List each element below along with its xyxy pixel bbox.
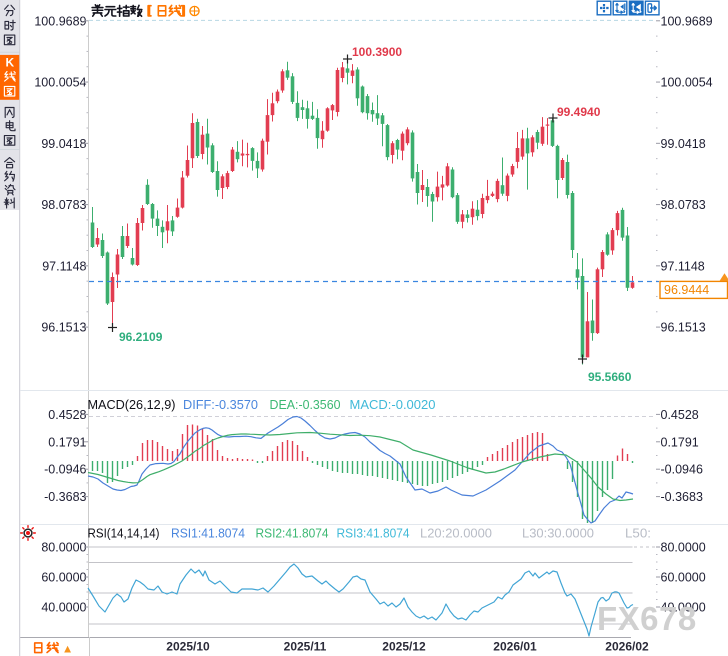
- svg-text:L30:30.0000: L30:30.0000: [522, 527, 594, 541]
- svg-text:100.3900: 100.3900: [352, 45, 402, 59]
- svg-text:60.0000: 60.0000: [661, 571, 706, 585]
- svg-text:96.9444: 96.9444: [664, 283, 709, 297]
- svg-text:0.1791: 0.1791: [48, 435, 86, 449]
- svg-text:98.0783: 98.0783: [41, 198, 86, 212]
- svg-text:MACD(26,12,9): MACD(26,12,9): [88, 398, 176, 412]
- svg-text:99.0418: 99.0418: [661, 137, 706, 151]
- svg-text:RSI3:41.8074: RSI3:41.8074: [337, 527, 410, 541]
- svg-text:2025/10: 2025/10: [166, 640, 210, 654]
- svg-text:-0.0946: -0.0946: [44, 463, 86, 477]
- svg-text:L20:20.0000: L20:20.0000: [420, 527, 492, 541]
- svg-text:96.1513: 96.1513: [41, 321, 86, 335]
- svg-text:96.2109: 96.2109: [119, 330, 163, 344]
- svg-text:-0.0946: -0.0946: [661, 463, 703, 477]
- svg-text:2026/02: 2026/02: [605, 640, 649, 654]
- svg-text:98.0783: 98.0783: [661, 198, 706, 212]
- svg-text:60.0000: 60.0000: [41, 571, 86, 585]
- svg-text:0.4528: 0.4528: [48, 408, 86, 422]
- svg-text:RSI2:41.8074: RSI2:41.8074: [256, 527, 329, 541]
- svg-text:80.0000: 80.0000: [41, 541, 86, 555]
- svg-text:95.5660: 95.5660: [588, 370, 632, 384]
- svg-text:100.9689: 100.9689: [661, 14, 713, 28]
- svg-text:RSI(14,14,14): RSI(14,14,14): [88, 527, 160, 541]
- svg-text:80.0000: 80.0000: [661, 541, 706, 555]
- svg-text:RSI1:41.8074: RSI1:41.8074: [171, 527, 245, 541]
- svg-text:100.0054: 100.0054: [661, 76, 713, 90]
- svg-text:100.9689: 100.9689: [34, 14, 86, 28]
- svg-text:0.1791: 0.1791: [661, 435, 699, 449]
- svg-text:40.0000: 40.0000: [41, 601, 86, 615]
- svg-text:K: K: [5, 56, 14, 70]
- svg-text:99.0418: 99.0418: [41, 137, 86, 151]
- svg-text:0.4528: 0.4528: [661, 408, 699, 422]
- svg-text:-0.3683: -0.3683: [661, 490, 703, 504]
- svg-text:2025/11: 2025/11: [284, 640, 327, 654]
- svg-text:97.1148: 97.1148: [661, 259, 705, 273]
- svg-text:MACD:-0.0020: MACD:-0.0020: [350, 398, 436, 412]
- svg-text:2026/01: 2026/01: [493, 640, 537, 654]
- svg-text:DIFF:-0.3570: DIFF:-0.3570: [183, 398, 258, 412]
- svg-text:96.1513: 96.1513: [661, 321, 706, 335]
- svg-text:97.1148: 97.1148: [42, 259, 86, 273]
- svg-text:2025/12: 2025/12: [382, 640, 426, 654]
- svg-text:L50:: L50:: [625, 527, 651, 541]
- svg-text:99.4940: 99.4940: [557, 105, 601, 119]
- svg-text:40.0000: 40.0000: [661, 601, 706, 615]
- svg-text:FX678: FX678: [597, 600, 697, 637]
- svg-text:DEA:-0.3560: DEA:-0.3560: [270, 398, 341, 412]
- svg-text:-0.3683: -0.3683: [44, 490, 86, 504]
- svg-text:100.0054: 100.0054: [34, 76, 86, 90]
